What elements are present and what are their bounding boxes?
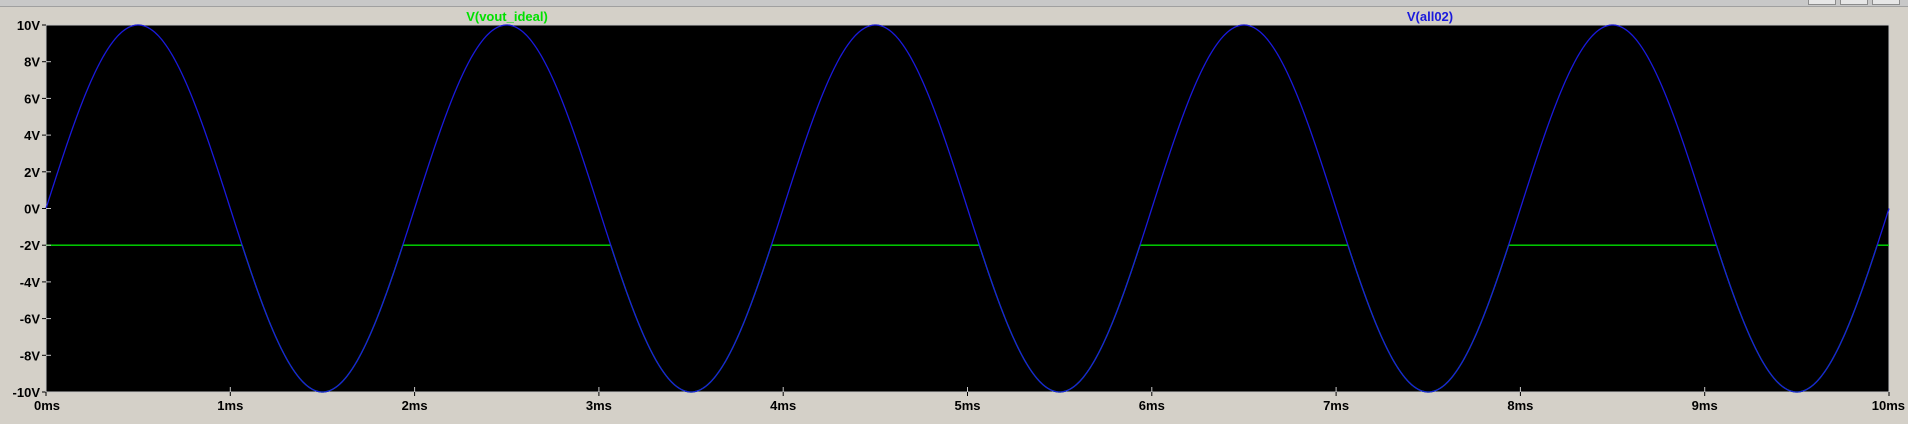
trace-all02[interactable] <box>45 24 1890 393</box>
window-titlebar <box>0 0 1908 7</box>
x-tick-label: 9ms <box>1692 398 1718 413</box>
y-tick-label: -4V <box>20 275 41 290</box>
restore-button[interactable] <box>1840 0 1868 5</box>
close-button[interactable] <box>1872 0 1900 5</box>
trace-label-all02[interactable]: V(all02) <box>1407 9 1453 24</box>
y-tick-label: 6V <box>24 91 40 106</box>
trace-label-vout-ideal[interactable]: V(vout_ideal) <box>466 9 548 24</box>
y-tick-label: 4V <box>24 128 40 143</box>
x-tick-label: 7ms <box>1323 398 1349 413</box>
x-tick-label: 10ms <box>1872 398 1905 413</box>
y-tick-label: -6V <box>20 312 41 327</box>
x-tick-label: 5ms <box>954 398 980 413</box>
x-tick-label: 2ms <box>402 398 428 413</box>
y-tick-label: -2V <box>20 238 41 253</box>
minimize-button[interactable] <box>1808 0 1836 5</box>
x-tick-label: 3ms <box>586 398 612 413</box>
x-tick-label: 1ms <box>217 398 243 413</box>
x-tick-label: 6ms <box>1139 398 1165 413</box>
x-tick-label: 8ms <box>1507 398 1533 413</box>
y-tick-label: 2V <box>24 165 40 180</box>
y-tick-label: 8V <box>24 55 40 70</box>
y-tick-label: 10V <box>17 18 40 33</box>
y-tick-label: -10V <box>13 385 41 400</box>
y-tick-label: -8V <box>20 348 41 363</box>
y-tick-label: 0V <box>24 202 40 217</box>
x-tick-label: 4ms <box>770 398 796 413</box>
x-tick-label: 0ms <box>34 398 60 413</box>
